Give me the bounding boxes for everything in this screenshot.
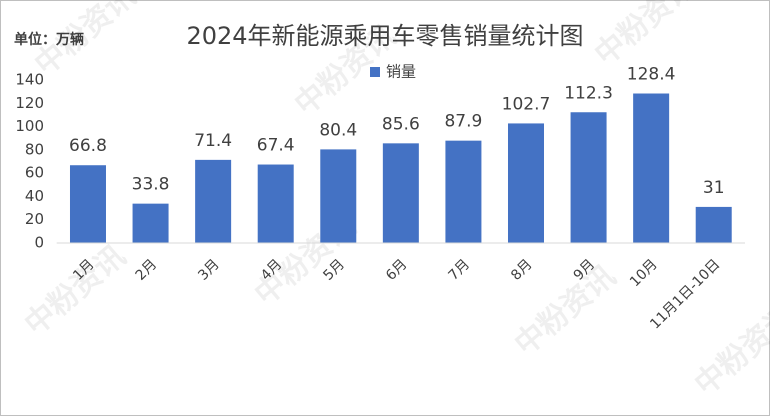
bar [695,206,732,243]
data-label: 112.3 [564,83,613,103]
data-label: 85.6 [382,114,420,134]
bar [633,93,670,244]
y-tick-label: 0 [34,234,44,252]
bar [257,164,294,243]
data-label: 87.9 [444,112,482,132]
unit-label: 单位：万辆 [14,31,84,48]
data-label: 102.7 [502,94,551,114]
bar [445,140,482,243]
y-tick-label: 40 [25,187,44,205]
bar [570,112,607,243]
y-tick-label: 80 [25,140,44,158]
y-tick-label: 20 [25,210,44,228]
data-label: 71.4 [194,131,232,151]
bar [382,143,419,243]
legend-swatch [370,67,380,77]
data-label: 128.4 [627,65,676,85]
bar [507,123,544,243]
data-label: 33.8 [132,175,170,195]
bar [195,159,232,243]
bar [132,203,169,243]
legend-label: 销量 [386,63,416,81]
data-label: 67.4 [257,136,295,156]
data-label: 31 [703,178,725,198]
bar [69,165,106,243]
y-tick-label: 140 [15,71,44,89]
y-tick-label: 100 [15,117,44,135]
data-label: 66.8 [69,136,107,156]
data-label: 80.4 [319,120,357,140]
y-tick-label: 60 [25,164,44,182]
y-tick-label: 120 [15,94,44,112]
bar [320,149,357,243]
chart-title: 2024年新能源乘用车零售销量统计图 [186,22,583,50]
